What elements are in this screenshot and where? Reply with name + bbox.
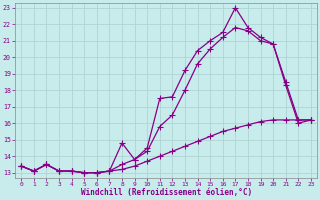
X-axis label: Windchill (Refroidissement éolien,°C): Windchill (Refroidissement éolien,°C) [81,188,252,197]
